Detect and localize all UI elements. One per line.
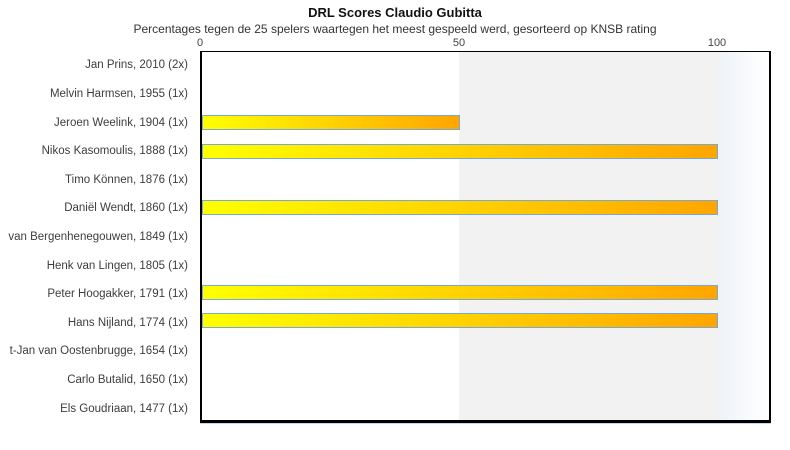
plot-rows	[202, 52, 769, 420]
chart-row	[202, 137, 769, 165]
category-label: Hans Nijland, 1774 (1x)	[67, 316, 188, 329]
chart-row	[202, 222, 769, 250]
chart-row	[202, 279, 769, 307]
category-label: Henk van Lingen, 1805 (1x)	[46, 259, 188, 272]
bar	[202, 143, 718, 159]
category-label: Nikos Kasomoulis, 1888 (1x)	[41, 145, 188, 158]
category-label: Timo Können, 1876 (1x)	[65, 173, 188, 186]
chart-title: DRL Scores Claudio Gubitta	[308, 5, 482, 20]
x-axis-tick-100: 100	[707, 37, 727, 49]
chart-row	[202, 335, 769, 363]
chart-row	[202, 80, 769, 108]
category-label: Els Goudriaan, 1477 (1x)	[60, 402, 188, 415]
category-label: t-Jan van Oostenbrugge, 1654 (1x)	[9, 345, 188, 358]
x-axis-tick-50: 50	[452, 37, 466, 49]
x-axis-tick-0: 0	[196, 37, 204, 49]
chart-row	[202, 194, 769, 222]
category-label: Carlo Butalid, 1650 (1x)	[67, 374, 188, 386]
band-beyond-100	[718, 52, 769, 420]
chart-row	[202, 392, 769, 420]
bar	[202, 115, 460, 131]
chart-row	[202, 165, 769, 193]
shaded-band-50-100	[459, 52, 718, 420]
chart-row	[202, 307, 769, 335]
bar	[202, 200, 718, 216]
category-label: Jan Prins, 2010 (2x)	[85, 59, 188, 72]
chart-row	[202, 250, 769, 278]
category-label: Daniël Wendt, 1860 (1x)	[64, 202, 188, 215]
category-label: Peter Hoogakker, 1791 (1x)	[47, 288, 188, 301]
bar	[202, 313, 718, 329]
bar	[202, 285, 718, 301]
plot-area	[200, 51, 771, 423]
chart-row	[202, 363, 769, 391]
chart-row	[202, 109, 769, 137]
chart-row	[202, 52, 769, 80]
category-label: Melvin Harmsen, 1955 (1x)	[49, 87, 188, 100]
category-label: Jeroen Weelink, 1904 (1x)	[53, 116, 188, 129]
category-label: van Bergenhenegouwen, 1849 (1x)	[8, 230, 188, 243]
chart-subtitle: Percentages tegen de 25 spelers waartege…	[133, 22, 657, 36]
category-labels: Jan Prins, 2010 (2x) Melvin Harmsen, 1955…	[0, 51, 188, 423]
